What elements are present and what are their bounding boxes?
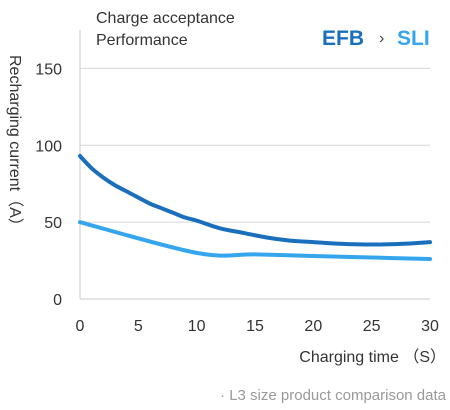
x-tick-label: 5 <box>134 318 143 335</box>
series-group <box>78 154 432 262</box>
y-tick-label: 0 <box>53 292 62 309</box>
x-axis-label: Charging time （S） <box>299 348 446 366</box>
x-ticks: 0 5 10 15 20 25 30 <box>76 318 439 335</box>
x-tick-label: 25 <box>363 318 381 335</box>
legend: EFB › SLI <box>322 27 430 50</box>
x-tick-label: 15 <box>246 318 264 335</box>
chart-title-line-2: Performance <box>96 32 188 49</box>
legend-separator: › <box>379 30 384 47</box>
series-line-efb <box>78 154 432 247</box>
grid <box>80 67 430 223</box>
chart-title-line-1: Charge acceptance <box>96 10 235 27</box>
y-tick-label: 50 <box>44 215 62 232</box>
y-tick-label: 100 <box>35 138 62 155</box>
legend-item-sli: SLI <box>397 27 430 50</box>
x-tick-label: 20 <box>304 318 322 335</box>
y-tick-label: 150 <box>35 61 62 78</box>
y-ticks: 0 50 100 150 <box>35 61 62 309</box>
series-line-sli <box>78 220 432 262</box>
legend-item-efb: EFB <box>322 27 364 50</box>
x-tick-label: 30 <box>421 318 439 335</box>
y-axis-label: Recharging current（A） <box>6 55 24 234</box>
x-tick-label: 10 <box>188 318 206 335</box>
x-tick-label: 0 <box>76 318 85 335</box>
axes <box>79 30 430 300</box>
footnote: · L3 size product comparison data <box>220 387 447 404</box>
